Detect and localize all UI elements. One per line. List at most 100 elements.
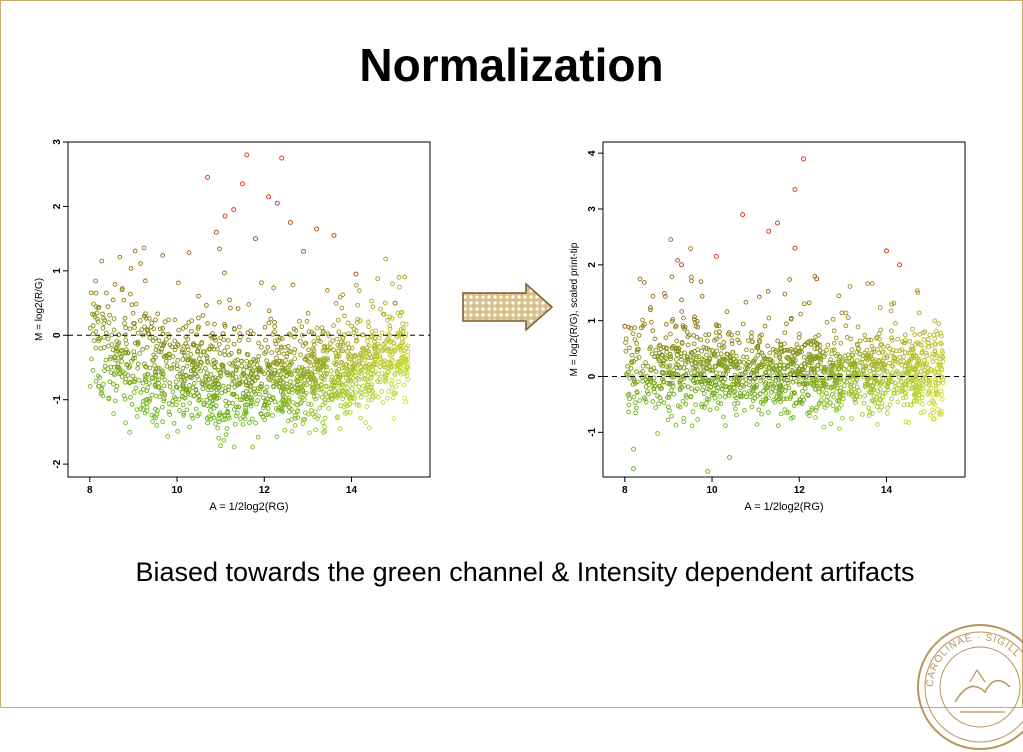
before-point (191, 367, 196, 373)
after-point (633, 410, 639, 416)
after-point (920, 364, 925, 370)
after-point (914, 398, 920, 404)
after-point (765, 343, 771, 349)
after-point (715, 385, 721, 391)
before-point (175, 343, 181, 348)
before-point (373, 357, 378, 363)
after-point (757, 349, 762, 354)
before-outlier-point (253, 236, 258, 242)
before-point (376, 394, 381, 400)
before-x-tick-label: 8 (87, 485, 93, 496)
after-point (723, 372, 729, 377)
after-point (864, 347, 870, 353)
after-point (873, 335, 879, 341)
before-point (304, 366, 310, 372)
after-point (719, 386, 725, 392)
after-point (841, 383, 847, 388)
after-point (814, 405, 819, 411)
before-point (378, 306, 383, 312)
before-point (266, 308, 272, 314)
after-point (772, 399, 778, 405)
after-point (785, 380, 791, 386)
before-point (318, 370, 324, 376)
after-point (637, 276, 643, 282)
before-point (294, 367, 300, 373)
before-point (386, 347, 391, 352)
before-point (310, 390, 316, 396)
after-point (889, 335, 894, 341)
after-point (869, 398, 875, 404)
before-point (175, 280, 181, 286)
before-point (208, 372, 214, 377)
after-point (650, 293, 656, 299)
after-point (885, 405, 890, 411)
before-point (240, 394, 246, 400)
before-point (263, 337, 268, 343)
before-point (222, 270, 227, 276)
before-point (149, 412, 155, 418)
before-point (103, 357, 109, 363)
before-point (161, 398, 167, 404)
after-point (709, 380, 715, 386)
before-point (270, 383, 276, 389)
before-point (358, 415, 364, 421)
before-point (362, 388, 368, 394)
before-point (164, 363, 170, 369)
before-point (360, 345, 366, 351)
before-point (185, 336, 191, 342)
after-point (665, 380, 670, 386)
after-point (824, 375, 830, 381)
after-point (902, 332, 908, 338)
before-point (165, 331, 171, 337)
after-point (763, 398, 768, 404)
after-point (848, 336, 853, 342)
after-point (721, 371, 726, 377)
before-point (159, 388, 165, 394)
before-point (279, 345, 284, 351)
after-point (626, 391, 632, 397)
before-outlier-point (331, 232, 337, 238)
before-point (369, 298, 374, 304)
before-point (140, 387, 146, 392)
after-point (648, 367, 654, 372)
before-point (141, 245, 147, 251)
before-point (321, 362, 327, 368)
before-point (328, 341, 333, 346)
before-point (128, 291, 133, 297)
after-plot-area (602, 141, 966, 478)
before-point (309, 371, 314, 377)
after-point (700, 387, 705, 393)
before-point (353, 381, 359, 386)
before-point (288, 371, 294, 377)
after-point (699, 370, 705, 376)
before-point (273, 341, 279, 347)
after-point (852, 363, 857, 369)
before-point (184, 344, 190, 349)
after-point (931, 332, 937, 338)
after-point (847, 284, 853, 289)
before-point (338, 360, 343, 366)
after-point (682, 327, 688, 332)
after-point (717, 394, 723, 399)
before-point (203, 366, 208, 371)
ma-plot-before: 8 10 12 14 -2 -1 0 1 2 3 A = 1/2log2(RG) M = log2(R… (30, 130, 440, 515)
before-point (266, 363, 271, 369)
before-point (162, 340, 167, 346)
after-point (732, 372, 738, 378)
before-point (185, 389, 191, 395)
before-point (366, 425, 372, 431)
after-point (678, 378, 684, 383)
before-point (196, 315, 201, 321)
before-point (242, 394, 248, 400)
before-point (149, 376, 155, 381)
before-point (117, 254, 123, 260)
after-point (762, 370, 768, 376)
before-point (343, 411, 348, 416)
before-point (198, 352, 204, 358)
after-point (707, 380, 712, 386)
after-point (663, 335, 669, 341)
after-point (643, 384, 649, 389)
before-outlier-point (314, 226, 320, 232)
after-point (789, 390, 795, 396)
before-point (277, 335, 283, 341)
